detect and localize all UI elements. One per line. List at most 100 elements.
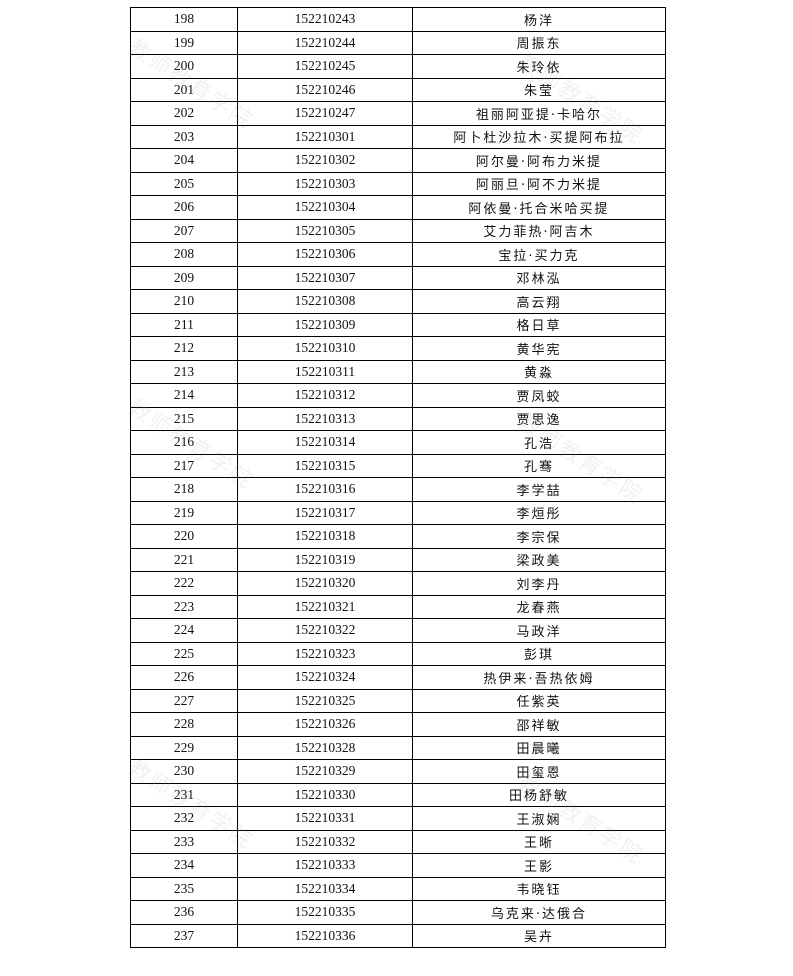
row-number: 228 xyxy=(130,712,238,737)
row-number: 222 xyxy=(130,571,238,596)
student-id: 152210243 xyxy=(237,7,413,32)
table-row: 203 152210301 阿卜杜沙拉木·买提阿布拉 xyxy=(130,124,666,149)
student-name: 朱玲依 xyxy=(412,54,666,79)
student-name: 黄淼 xyxy=(412,359,666,384)
student-id: 152210324 xyxy=(237,665,413,690)
row-number: 205 xyxy=(130,171,238,196)
student-id: 152210329 xyxy=(237,759,413,784)
row-number: 204 xyxy=(130,148,238,173)
table-row: 230 152210329 田玺恩 xyxy=(130,759,666,784)
student-name: 阿丽旦·阿不力米提 xyxy=(412,171,666,196)
student-id: 152210330 xyxy=(237,782,413,807)
student-id: 152210332 xyxy=(237,829,413,854)
table-row: 215 152210313 贾思逸 xyxy=(130,406,666,431)
student-name: 梁政美 xyxy=(412,547,666,572)
row-number: 206 xyxy=(130,195,238,220)
student-name: 邓林泓 xyxy=(412,265,666,290)
student-id: 152210336 xyxy=(237,923,413,948)
student-id: 152210306 xyxy=(237,242,413,267)
row-number: 220 xyxy=(130,524,238,549)
student-name: 艾力菲热·阿吉木 xyxy=(412,218,666,243)
table-row: 226 152210324 热伊来·吾热依姆 xyxy=(130,665,666,690)
row-number: 199 xyxy=(130,30,238,55)
student-name: 乌克来·达俄合 xyxy=(412,900,666,925)
row-number: 211 xyxy=(130,312,238,337)
row-number: 224 xyxy=(130,618,238,643)
row-number: 235 xyxy=(130,876,238,901)
table-row: 220 152210318 李宗保 xyxy=(130,524,666,549)
row-number: 232 xyxy=(130,806,238,831)
student-name: 邵祥敏 xyxy=(412,712,666,737)
table-row: 200 152210245 朱玲依 xyxy=(130,54,666,79)
student-id: 152210301 xyxy=(237,124,413,149)
row-number: 219 xyxy=(130,500,238,525)
student-id: 152210320 xyxy=(237,571,413,596)
student-id: 152210246 xyxy=(237,77,413,102)
student-id: 152210325 xyxy=(237,688,413,713)
row-number: 230 xyxy=(130,759,238,784)
student-id: 152210308 xyxy=(237,289,413,314)
student-id: 152210328 xyxy=(237,735,413,760)
student-name: 祖丽阿亚提·卡哈尔 xyxy=(412,101,666,126)
table-row: 221 152210319 梁政美 xyxy=(130,547,666,572)
student-id: 152210331 xyxy=(237,806,413,831)
student-id: 152210311 xyxy=(237,359,413,384)
row-number: 212 xyxy=(130,336,238,361)
row-number: 225 xyxy=(130,641,238,666)
table-row: 234 152210333 王影 xyxy=(130,853,666,878)
table-row: 212 152210310 黄华宪 xyxy=(130,336,666,361)
student-id: 152210309 xyxy=(237,312,413,337)
row-number: 215 xyxy=(130,406,238,431)
student-name: 朱莹 xyxy=(412,77,666,102)
student-id: 152210305 xyxy=(237,218,413,243)
student-id: 152210307 xyxy=(237,265,413,290)
student-id: 152210321 xyxy=(237,594,413,619)
student-name: 热伊来·吾热依姆 xyxy=(412,665,666,690)
table-row: 210 152210308 高云翔 xyxy=(130,289,666,314)
student-id: 152210304 xyxy=(237,195,413,220)
student-name: 李学喆 xyxy=(412,477,666,502)
student-name: 贾思逸 xyxy=(412,406,666,431)
student-id: 152210319 xyxy=(237,547,413,572)
row-number: 214 xyxy=(130,383,238,408)
row-number: 233 xyxy=(130,829,238,854)
table-row: 213 152210311 黄淼 xyxy=(130,359,666,384)
student-id: 152210313 xyxy=(237,406,413,431)
student-name: 李宗保 xyxy=(412,524,666,549)
row-number: 217 xyxy=(130,453,238,478)
row-number: 236 xyxy=(130,900,238,925)
student-name: 格日草 xyxy=(412,312,666,337)
student-name: 田晨曦 xyxy=(412,735,666,760)
student-id: 152210326 xyxy=(237,712,413,737)
row-number: 218 xyxy=(130,477,238,502)
table-row: 229 152210328 田晨曦 xyxy=(130,735,666,760)
table-row: 222 152210320 刘李丹 xyxy=(130,571,666,596)
table-row: 235 152210334 韦晓钰 xyxy=(130,876,666,901)
student-name: 彭琪 xyxy=(412,641,666,666)
student-id: 152210314 xyxy=(237,430,413,455)
row-number: 210 xyxy=(130,289,238,314)
table-row: 205 152210303 阿丽旦·阿不力米提 xyxy=(130,171,666,196)
student-name: 宝拉·买力克 xyxy=(412,242,666,267)
student-id: 152210322 xyxy=(237,618,413,643)
row-number: 209 xyxy=(130,265,238,290)
table-row: 198 152210243 杨洋 xyxy=(130,7,666,32)
row-number: 221 xyxy=(130,547,238,572)
table-row: 209 152210307 邓林泓 xyxy=(130,265,666,290)
student-name: 王影 xyxy=(412,853,666,878)
student-name: 高云翔 xyxy=(412,289,666,314)
student-name: 刘李丹 xyxy=(412,571,666,596)
row-number: 207 xyxy=(130,218,238,243)
table-row: 233 152210332 王晰 xyxy=(130,829,666,854)
student-name: 阿尔曼·阿布力米提 xyxy=(412,148,666,173)
table-row: 218 152210316 李学喆 xyxy=(130,477,666,502)
student-name: 田杨舒敏 xyxy=(412,782,666,807)
student-name: 龙春燕 xyxy=(412,594,666,619)
student-name: 阿依曼·托合米哈买提 xyxy=(412,195,666,220)
student-id: 152210316 xyxy=(237,477,413,502)
row-number: 237 xyxy=(130,923,238,948)
table-row: 204 152210302 阿尔曼·阿布力米提 xyxy=(130,148,666,173)
row-number: 198 xyxy=(130,7,238,32)
student-id: 152210317 xyxy=(237,500,413,525)
table-row: 237 152210336 吴卉 xyxy=(130,923,666,948)
